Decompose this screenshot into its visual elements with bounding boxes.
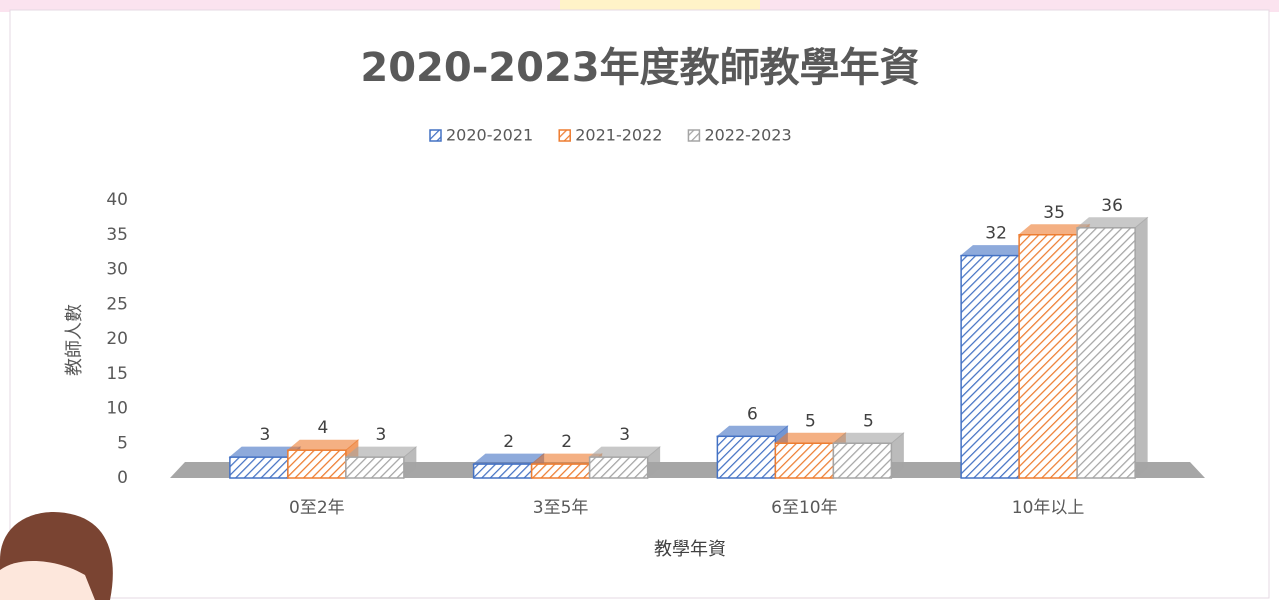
y-tick-label: 25	[106, 294, 128, 314]
x-tick-label: 10年以上	[1012, 498, 1085, 518]
legend-label: 2022-2023	[704, 126, 791, 145]
data-label: 2	[503, 432, 514, 452]
data-label: 2	[561, 432, 572, 452]
data-label: 5	[805, 411, 816, 431]
bar-top	[588, 446, 662, 458]
bar	[287, 449, 347, 479]
y-tick-label: 20	[106, 329, 128, 349]
x-tick-label: 0至2年	[289, 498, 345, 518]
legend-swatch	[687, 129, 701, 142]
data-label: 32	[985, 224, 1007, 244]
bar	[774, 442, 835, 479]
y-tick-label: 40	[106, 190, 128, 210]
data-label: 35	[1043, 203, 1065, 223]
y-axis-title: 教師人數	[64, 304, 85, 376]
y-tick-label: 35	[106, 225, 128, 245]
top-decoration	[560, 0, 760, 12]
y-tick-label: 15	[106, 364, 128, 384]
bar	[229, 456, 289, 479]
bar	[832, 442, 893, 479]
floor	[170, 462, 1205, 478]
bar-top	[715, 425, 789, 437]
decoration-face	[0, 560, 95, 600]
legend-label: 2020-2021	[446, 126, 533, 145]
bar	[588, 456, 649, 479]
bar	[345, 456, 405, 479]
legend-swatch	[429, 129, 442, 142]
data-label: 3	[259, 425, 270, 445]
legend-label: 2021-2022	[575, 126, 662, 145]
bar-top	[344, 446, 418, 458]
bar-side	[1134, 216, 1148, 480]
bar-top	[831, 432, 905, 444]
bar-top	[1075, 217, 1149, 229]
x-tick-label: 3至5年	[533, 498, 589, 518]
y-tick-label: 10	[106, 399, 128, 419]
bar	[716, 435, 777, 479]
x-tick-label: 6至10年	[771, 498, 837, 518]
bar	[1076, 227, 1136, 479]
data-label: 3	[619, 425, 630, 445]
y-tick-label: 5	[117, 433, 128, 453]
x-axis-title: 教學年資	[654, 539, 726, 560]
bar-top	[286, 439, 360, 451]
y-tick-label: 0	[117, 468, 128, 488]
bar	[960, 254, 1020, 479]
data-label: 4	[317, 418, 328, 438]
bar	[472, 463, 533, 479]
bar	[530, 463, 591, 479]
y-tick-label: 30	[106, 260, 128, 280]
data-label: 5	[863, 411, 874, 431]
bar	[1018, 234, 1078, 479]
chart-title: 2020-2023年度教師教學年資	[360, 45, 919, 91]
data-label: 3	[375, 425, 386, 445]
data-label: 36	[1101, 196, 1123, 216]
data-label: 6	[747, 404, 758, 424]
legend-swatch	[558, 129, 571, 142]
